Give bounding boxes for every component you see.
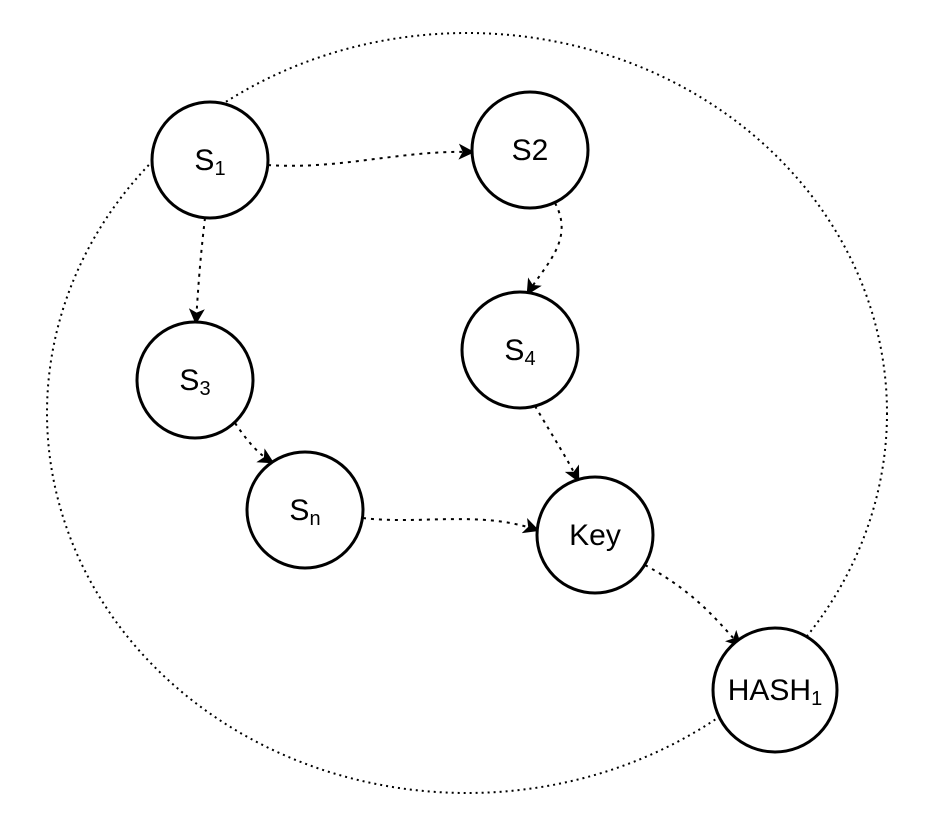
edge-s4-key	[535, 406, 578, 480]
node-label-hash: HASH1	[728, 674, 822, 710]
edge-s1-s2	[268, 152, 472, 166]
node-label-s2: S2	[512, 134, 549, 167]
node-s1: S1	[152, 102, 268, 218]
node-hash: HASH1	[713, 628, 837, 752]
edge-key-hash	[645, 565, 740, 645]
edge-s2-s4	[528, 203, 562, 293]
node-label-key: Key	[569, 519, 621, 552]
node-s2: S2	[472, 92, 588, 208]
node-key: Key	[537, 477, 653, 593]
node-s4: S4	[462, 292, 578, 408]
node-sn: Sn	[247, 452, 363, 568]
edge-sn-key	[363, 518, 537, 530]
diagram-canvas: S1 S2 S3 S4 Sn Key HASH1	[0, 0, 934, 827]
edge-s3-sn	[235, 423, 272, 462]
node-s3: S3	[137, 322, 253, 438]
edge-s1-s3	[196, 218, 205, 322]
